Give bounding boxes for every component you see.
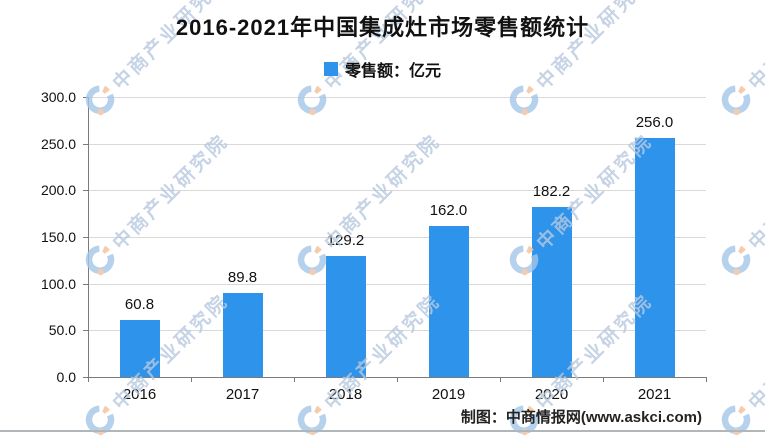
x-axis-label: 2018 [328,386,363,403]
x-axis-label: 2019 [431,386,466,403]
bar-value-label: 60.8 [124,296,155,314]
y-axis-tick-label: 300.0 [40,89,76,105]
x-axis-tick [191,377,192,382]
x-axis-tick [88,377,89,382]
y-axis-tick-label: 200.0 [40,182,76,199]
gridline [88,143,706,145]
y-axis-tick [83,190,88,192]
y-axis-tick [83,377,88,378]
y-axis-tick [83,330,88,332]
gridline [88,190,706,192]
x-axis-tick [603,377,604,382]
x-axis-tick [294,377,295,382]
y-axis-tick-label: 150.0 [40,229,76,245]
gridline [88,330,706,332]
x-axis-tick [500,377,501,382]
bar-value-label: 256.0 [635,114,674,132]
gridline [88,283,706,285]
x-axis-tick [397,377,398,382]
y-axis-tick-label: 0.0 [56,369,76,385]
bar-value-label: 89.8 [227,269,258,287]
x-axis-label: 2017 [225,386,260,403]
y-axis-tick-label: 100.0 [40,275,76,292]
x-axis-tick [706,377,707,382]
gridline [88,97,706,98]
x-axis-label: 2016 [122,386,157,403]
x-axis-label: 2021 [637,386,672,403]
bar [222,293,263,377]
bar-value-label: 129.2 [326,232,365,250]
bar [634,138,675,377]
bar [325,256,366,377]
gridline [88,237,706,238]
bar [119,320,160,377]
x-axis-label: 2020 [534,386,569,403]
bar [428,225,469,377]
y-axis-tick [83,237,88,238]
y-axis-tick-label: 50.0 [48,322,76,339]
bar [531,206,572,377]
y-axis-tick [83,283,88,285]
bar-value-label: 182.2 [532,182,571,200]
y-axis-tick-label: 250.0 [40,135,76,152]
y-axis-tick [83,97,88,98]
bar-value-label: 162.0 [429,201,468,219]
y-axis-line [88,97,89,377]
y-axis-tick [83,143,88,145]
